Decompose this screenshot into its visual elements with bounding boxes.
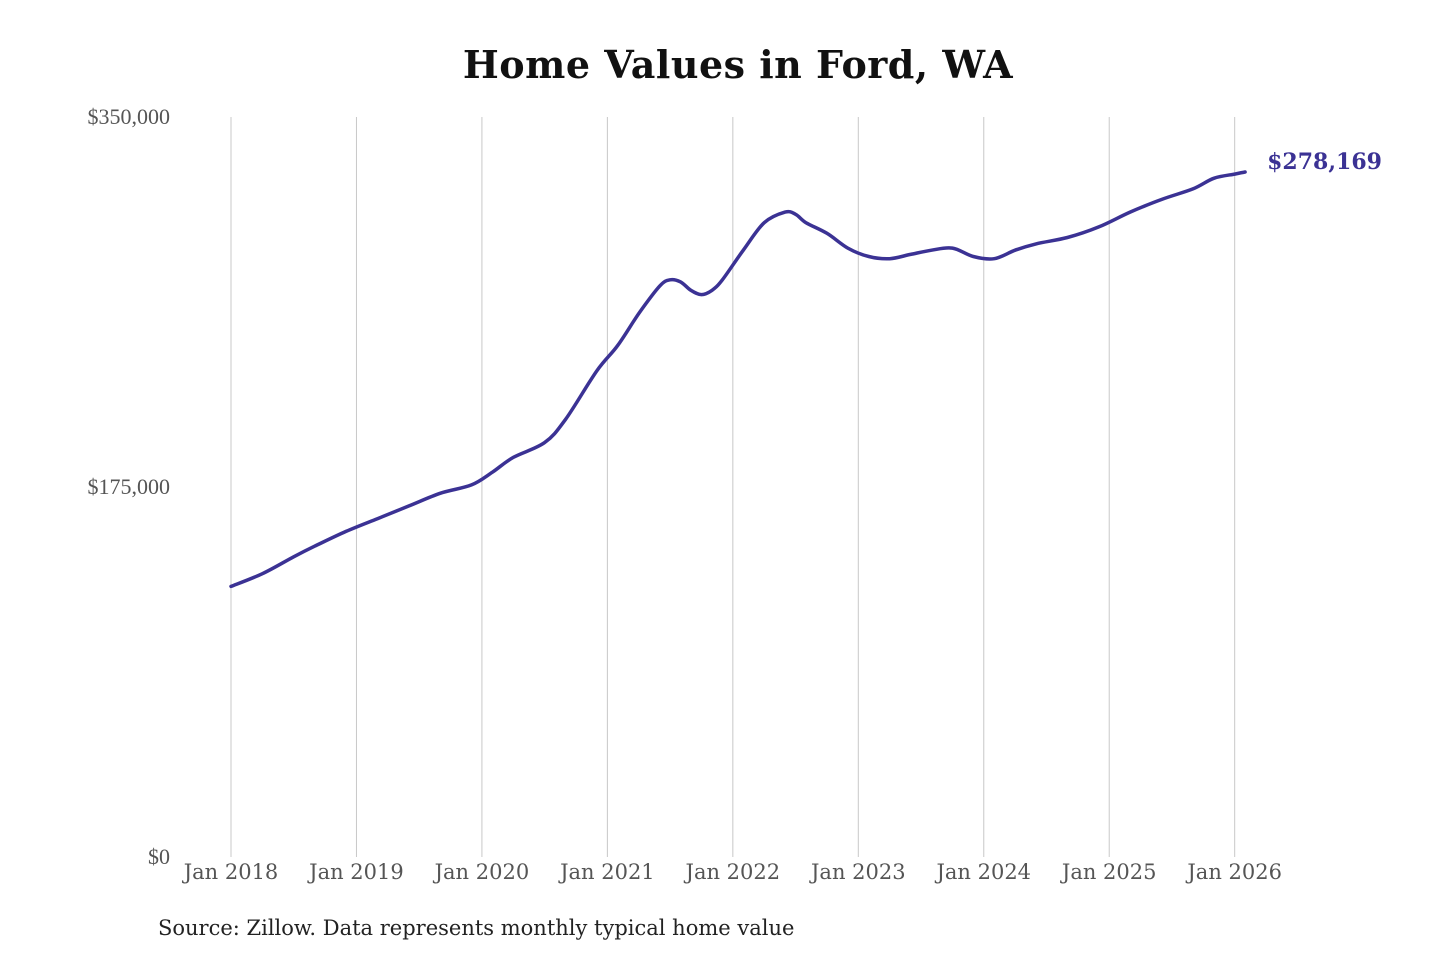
x-tick-label: Jan 2023 xyxy=(809,860,906,884)
x-tick-label: Jan 2020 xyxy=(433,860,530,884)
x-tick-label: Jan 2019 xyxy=(307,860,404,884)
source-note: Source: Zillow. Data represents monthly … xyxy=(158,916,795,940)
chart-title: Home Values in Ford, WA xyxy=(462,42,1014,87)
x-axis-ticks: Jan 2018 Jan 2019 Jan 2020 Jan 2021 Jan 2022… xyxy=(182,860,1282,884)
x-tick-label: Jan 2018 xyxy=(182,860,279,884)
x-tick-label: Jan 2021 xyxy=(558,860,655,884)
grid-layer xyxy=(230,117,1236,857)
end-value-label: $278,169 xyxy=(1267,149,1382,175)
x-tick-label: Jan 2022 xyxy=(684,860,781,884)
x-tick-label: Jan 2026 xyxy=(1185,860,1282,884)
y-tick-label: $0 xyxy=(148,844,170,869)
x-tick-label: Jan 2025 xyxy=(1060,860,1157,884)
x-tick-label: Jan 2024 xyxy=(934,860,1031,884)
y-tick-label: $350,000 xyxy=(88,104,171,129)
y-axis-ticks: $0 $175,000 $350,000 xyxy=(88,104,171,869)
series-line-home-value xyxy=(229,170,1247,589)
y-tick-label: $175,000 xyxy=(88,474,171,499)
